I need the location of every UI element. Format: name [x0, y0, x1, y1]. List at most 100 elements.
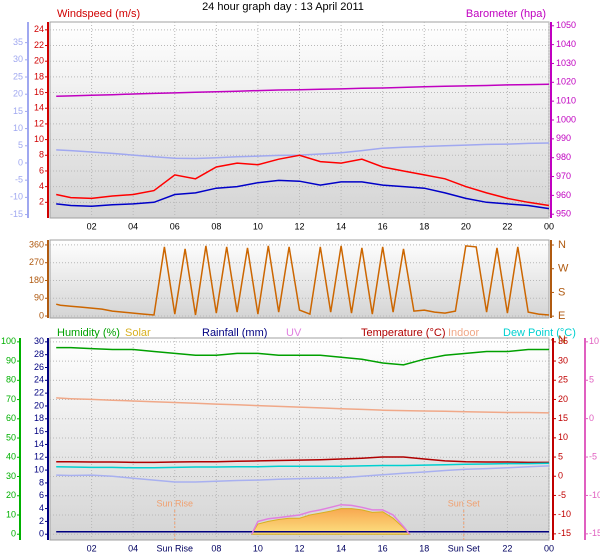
x-tick-label: 04 [128, 543, 138, 553]
y-tick-label: 970 [556, 171, 571, 181]
y-tick-label: 1040 [556, 39, 576, 49]
y-tick-label: 90 [34, 293, 44, 303]
y-tick-label: 12 [34, 118, 44, 128]
y-tick-label: 1010 [556, 96, 576, 106]
y-tick-label: 16 [34, 87, 44, 97]
y-tick-label: -15 [558, 528, 571, 538]
y-tick-label: 20 [6, 490, 16, 500]
y-tick-label: 22 [34, 388, 44, 398]
y-tick-label: 5 [18, 140, 23, 150]
y-tick-label: 18 [34, 413, 44, 423]
x-tick-label: 00 [544, 221, 554, 231]
y-tick-label: 980 [556, 152, 571, 162]
y-tick-label: -15 [589, 528, 600, 538]
legend-entry: Indoor [448, 327, 480, 339]
y-tick-label: 18 [34, 71, 44, 81]
y-tick-label: 950 [556, 209, 571, 219]
y-tick-label: 0 [11, 529, 16, 539]
x-tick-label: 10 [253, 221, 263, 231]
x-tick-label: 12 [294, 221, 304, 231]
line [56, 397, 550, 414]
y-tick-label: -10 [558, 509, 571, 519]
y-tick-label: 20 [13, 89, 23, 99]
x-tick-label: 04 [128, 221, 138, 231]
y-tick-label: 35 [558, 336, 568, 346]
y-tick-label: 2 [39, 516, 44, 526]
line [56, 83, 550, 98]
x-tick-label: 16 [378, 221, 388, 231]
y-tick-label: 20 [34, 400, 44, 410]
y-tick-label: 360 [29, 239, 44, 249]
x-tick-label: 20 [461, 221, 471, 231]
plot-background [49, 239, 550, 319]
y-tick-label: 8 [39, 150, 44, 160]
y-tick-label: 1000 [556, 114, 576, 124]
x-tick-label: 08 [211, 543, 221, 553]
axis-title: Barometer (hpa) [466, 8, 546, 20]
y-tick-label: 8 [39, 477, 44, 487]
plot-background [49, 21, 550, 219]
y-tick-label: 50 [6, 432, 16, 442]
y-tick-label: 24 [34, 375, 44, 385]
x-tick-label: 06 [170, 221, 180, 231]
y-tick-label: 10 [34, 464, 44, 474]
y-tick-label: 1030 [556, 58, 576, 68]
y-tick-label: 0 [558, 471, 563, 481]
legend-entry: Solar [125, 327, 151, 339]
y-tick-label: 4 [39, 503, 44, 513]
y-tick-label: 24 [34, 24, 44, 34]
x-tick-label: Sun Set [448, 543, 481, 553]
y-tick-label: 28 [34, 349, 44, 359]
y-tick-label: 5 [558, 451, 563, 461]
y-tick-label: 22 [34, 40, 44, 50]
line [251, 503, 411, 535]
y-tick-label: 6 [39, 165, 44, 175]
x-tick-label: 02 [87, 543, 97, 553]
legend-entry: Dew Point (°C) [503, 327, 576, 339]
y-tick-label: 6 [39, 490, 44, 500]
line [56, 465, 550, 483]
y-tick-label: E [558, 310, 565, 322]
y-tick-label: 960 [556, 190, 571, 200]
y-tick-label: 2 [39, 197, 44, 207]
x-tick-label: 12 [294, 543, 304, 553]
y-tick-label: -10 [10, 192, 23, 202]
y-tick-label: 14 [34, 103, 44, 113]
y-tick-label: 0 [39, 529, 44, 539]
y-tick-label: 15 [13, 106, 23, 116]
line [56, 456, 549, 464]
x-tick-label: 22 [502, 543, 512, 553]
legend-entry: Humidity (%) [57, 327, 120, 339]
y-tick-label: 4 [39, 181, 44, 191]
x-tick-label: 10 [253, 543, 263, 553]
x-tick-label: 14 [336, 221, 346, 231]
y-tick-label: 10 [558, 432, 568, 442]
y-tick-label: 70 [6, 394, 16, 404]
y-tick-label: 35 [13, 37, 23, 47]
line [56, 462, 550, 469]
y-tick-label: -5 [15, 175, 23, 185]
y-tick-label: 990 [556, 133, 571, 143]
y-tick-label: 10 [589, 336, 599, 346]
y-tick-label: 20 [34, 56, 44, 66]
y-tick-label: 100 [1, 336, 16, 346]
y-tick-label: W [558, 263, 569, 275]
x-tick-label: 22 [502, 221, 512, 231]
y-tick-label: 180 [29, 275, 44, 285]
y-tick-label: 80 [6, 375, 16, 385]
y-tick-label: 25 [13, 71, 23, 81]
y-tick-label: -5 [589, 451, 597, 461]
y-tick-label: S [558, 286, 565, 298]
y-tick-label: 10 [34, 134, 44, 144]
x-tick-label: 16 [378, 543, 388, 553]
x-tick-label: 18 [419, 221, 429, 231]
line [56, 179, 550, 210]
legend-entry: Temperature (°C) [361, 327, 445, 339]
x-tick-label: 02 [87, 221, 97, 231]
y-tick-label: 14 [34, 439, 44, 449]
y-tick-label: 270 [29, 257, 44, 267]
axis-title: Windspeed (m/s) [57, 8, 140, 20]
y-tick-label: 1050 [556, 20, 576, 30]
x-tick-label: 00 [544, 543, 554, 553]
